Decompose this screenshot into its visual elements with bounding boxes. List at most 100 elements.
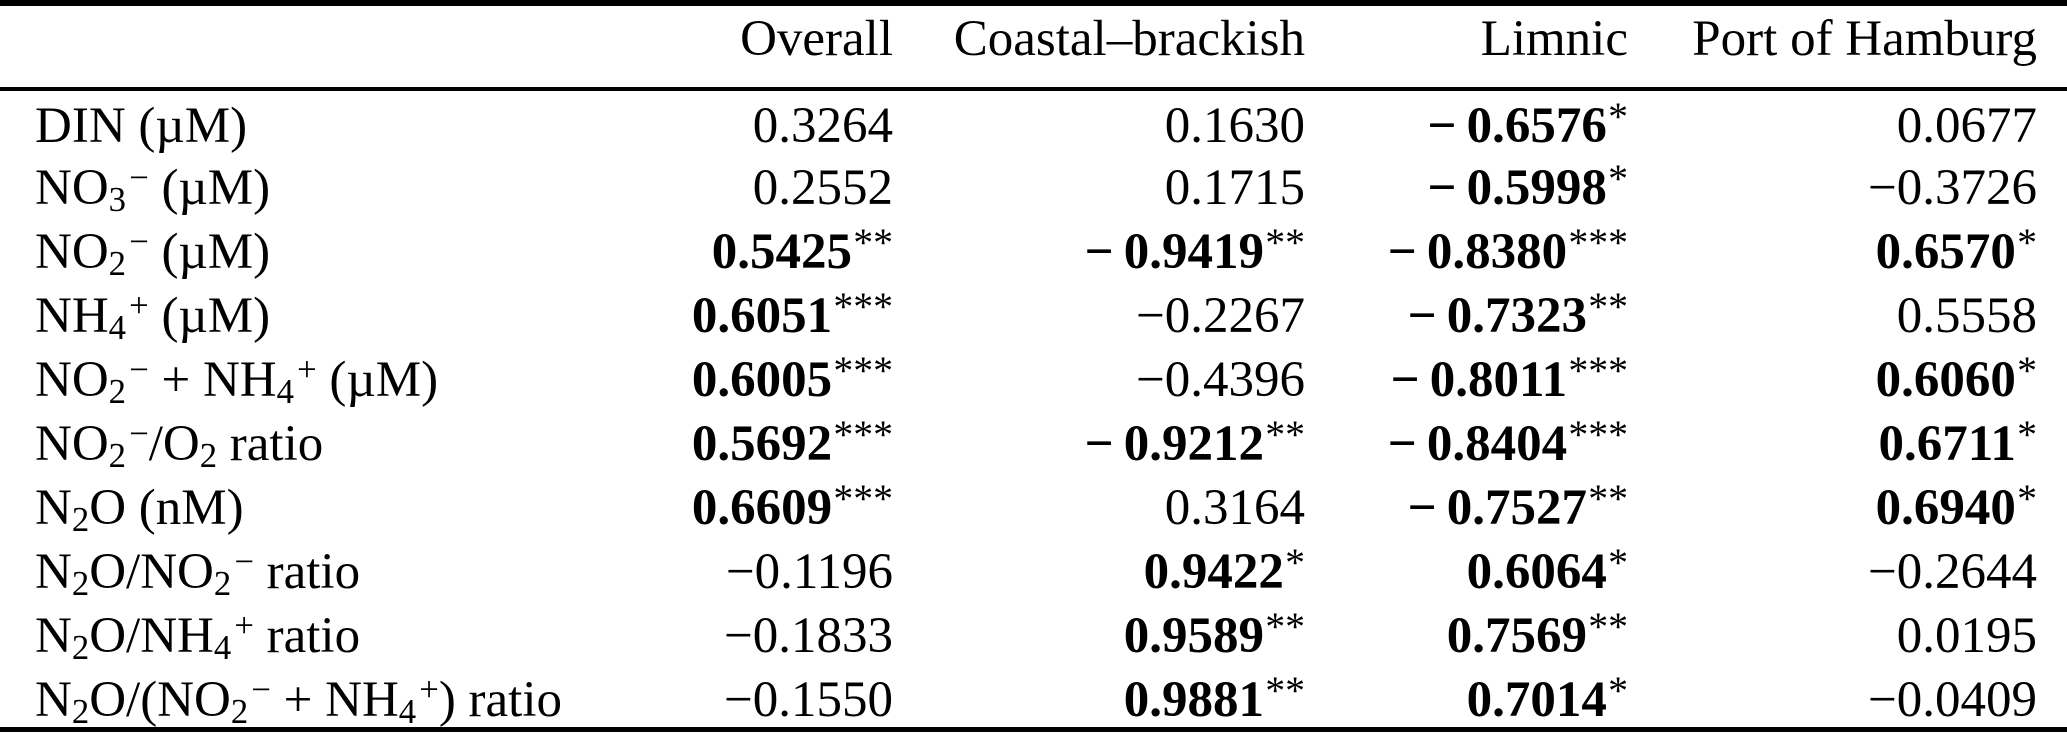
correlation-value: 0.9589 xyxy=(1123,608,1265,664)
table-row: NO3− (µM) 0.2552 0.1715− 0.5998* −0.3726 xyxy=(0,153,2067,217)
correlation-cell: 0.9422* xyxy=(893,537,1305,601)
table-row: NH4+ (µM) 0.6051*** −0.2267− 0.7323** 0.555… xyxy=(0,281,2067,345)
subscript: 2 xyxy=(213,563,232,603)
significance-stars: * xyxy=(2017,221,2037,266)
correlation-value: − 0.7527 xyxy=(1407,480,1588,536)
correlation-cell: −0.1196 xyxy=(660,537,893,601)
significance-stars: *** xyxy=(833,349,893,394)
correlation-value: −0.2644 xyxy=(1867,544,2037,600)
subscript: 2 xyxy=(108,435,127,475)
correlation-cell: 0.1630 xyxy=(893,89,1305,153)
correlation-cell: 0.0677 xyxy=(1628,89,2067,153)
correlation-value: −0.0409 xyxy=(1867,672,2037,728)
subscript: 2 xyxy=(71,691,90,731)
correlation-cell: 0.7569** xyxy=(1305,601,1628,665)
correlation-table: Overall Coastal–brackish Limnic Port of … xyxy=(0,0,2067,732)
label-text: NO xyxy=(35,224,109,280)
table-body: DIN (µM) 0.3264 0.1630− 0.6576* 0.0677 NO3− … xyxy=(0,89,2067,732)
label-text: NO xyxy=(35,160,109,216)
correlation-value: −0.2267 xyxy=(1135,288,1305,344)
correlation-value: 0.6051 xyxy=(691,288,833,344)
significance-stars: ** xyxy=(853,221,893,266)
correlation-value: 0.3264 xyxy=(752,98,893,154)
significance-stars: *** xyxy=(1568,413,1628,458)
table-header: Overall Coastal–brackish Limnic Port of … xyxy=(0,3,2067,91)
correlation-value: 0.1715 xyxy=(1164,160,1305,216)
correlation-cell: −0.1833 xyxy=(660,601,893,665)
label-text: /O xyxy=(148,416,200,472)
correlation-cell: 0.6005*** xyxy=(660,345,893,409)
table-row: N2O/NH4+ ratio −0.1833 0.9589** 0.7569** 0.0… xyxy=(0,601,2067,665)
correlation-cell: −0.2644 xyxy=(1628,537,2067,601)
significance-stars: *** xyxy=(1568,349,1628,394)
correlation-cell: 0.3264 xyxy=(660,89,893,153)
significance-stars: * xyxy=(1608,669,1628,714)
label-text: N xyxy=(35,672,72,728)
row-label: NH4+ (µM) xyxy=(0,281,660,345)
correlation-cell: − 0.9212** xyxy=(893,409,1305,473)
label-text: N xyxy=(35,480,72,536)
table-row: N2O/(NO2− + NH4+) ratio −0.1550 0.9881** 0.… xyxy=(0,665,2067,732)
label-text: O/(NO xyxy=(89,672,231,728)
label-text: NH xyxy=(35,288,109,344)
significance-stars: ** xyxy=(1265,605,1305,650)
significance-stars: *** xyxy=(833,285,893,330)
correlation-cell: − 0.8380*** xyxy=(1305,217,1628,281)
correlation-value: 0.6064 xyxy=(1466,544,1607,600)
superscript: − xyxy=(129,158,149,198)
row-label: NO2−/O2 ratio xyxy=(0,409,660,473)
correlation-value: 0.7014 xyxy=(1466,672,1607,728)
correlation-value: − 0.9419 xyxy=(1084,224,1265,280)
correlation-cell: 0.9881** xyxy=(893,665,1305,732)
correlation-value: −0.1196 xyxy=(725,544,893,600)
correlation-value: 0.6609 xyxy=(691,480,833,536)
correlation-value: −0.3726 xyxy=(1867,160,2037,216)
correlation-cell: −0.0409 xyxy=(1628,665,2067,732)
label-text: DIN (µM) xyxy=(35,98,248,154)
correlation-value: 0.6570 xyxy=(1875,224,2016,280)
significance-stars: ** xyxy=(1588,477,1628,522)
correlation-cell: −0.4396 xyxy=(893,345,1305,409)
correlation-cell: −0.2267 xyxy=(893,281,1305,345)
correlation-value: 0.5425 xyxy=(711,224,853,280)
correlation-cell: − 0.7527** xyxy=(1305,473,1628,537)
superscript: − xyxy=(129,222,149,262)
label-text: O (nM) xyxy=(89,480,244,536)
subscript: 2 xyxy=(71,563,90,603)
significance-stars: * xyxy=(2017,413,2037,458)
table-row: DIN (µM) 0.3264 0.1630− 0.6576* 0.0677 xyxy=(0,89,2067,153)
subscript: 3 xyxy=(108,179,127,219)
correlation-value: − 0.8404 xyxy=(1387,416,1568,472)
correlation-value: 0.5558 xyxy=(1896,288,2037,344)
correlation-cell: − 0.9419** xyxy=(893,217,1305,281)
correlation-value: −0.4396 xyxy=(1135,352,1305,408)
correlation-value: 0.5692 xyxy=(691,416,833,472)
superscript: + xyxy=(297,350,317,390)
label-text: (µM) xyxy=(148,160,271,216)
correlation-value: 0.9422 xyxy=(1143,544,1284,600)
label-text: ratio xyxy=(253,544,361,600)
row-label: NO2− (µM) xyxy=(0,217,660,281)
correlation-value: 0.9881 xyxy=(1123,672,1265,728)
row-label: N2O/NH4+ ratio xyxy=(0,601,660,665)
label-text: ratio xyxy=(253,608,361,664)
superscript: + xyxy=(129,286,149,326)
correlation-cell: 0.6051*** xyxy=(660,281,893,345)
label-text: ) ratio xyxy=(438,672,563,728)
significance-stars: * xyxy=(1608,95,1628,140)
significance-stars: *** xyxy=(833,413,893,458)
correlation-cell: 0.6064* xyxy=(1305,537,1628,601)
correlation-cell: −0.3726 xyxy=(1628,153,2067,217)
correlation-value: −0.1550 xyxy=(723,672,893,728)
significance-stars: ** xyxy=(1265,221,1305,266)
correlation-cell: 0.6060* xyxy=(1628,345,2067,409)
subscript: 2 xyxy=(71,627,90,667)
correlation-cell: 0.5425** xyxy=(660,217,893,281)
correlation-value: 0.7569 xyxy=(1446,608,1588,664)
header-empty-cell xyxy=(0,3,660,91)
table-row: NO2−/O2 ratio 0.5692*** − 0.9212** − 0.8404… xyxy=(0,409,2067,473)
subscript: 4 xyxy=(108,307,127,347)
row-label: NO2− + NH4+ (µM) xyxy=(0,345,660,409)
correlation-value: 0.6060 xyxy=(1875,352,2016,408)
label-text: (µM) xyxy=(316,352,439,408)
